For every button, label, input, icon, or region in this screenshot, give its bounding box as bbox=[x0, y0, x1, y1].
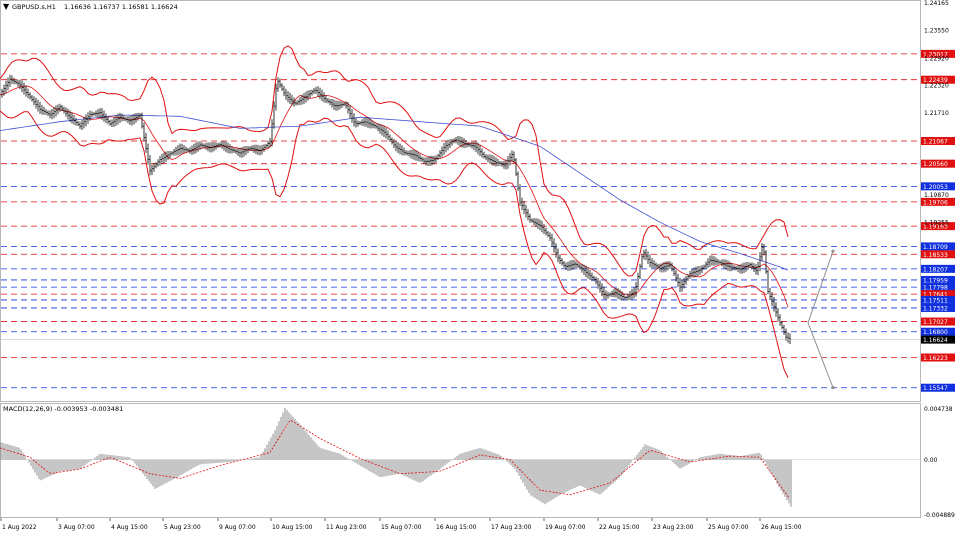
level-price-tag bbox=[921, 317, 955, 326]
y-tick-label: 1.22920 bbox=[924, 56, 949, 63]
x-tick-label: 4 Aug 15:00 bbox=[111, 524, 148, 531]
projection-arrow bbox=[807, 322, 834, 388]
x-tick-label: 5 Aug 23:00 bbox=[164, 524, 201, 531]
macd-pane[interactable] bbox=[0, 403, 921, 518]
level-price-label: 1.21067 bbox=[923, 139, 948, 146]
projection-arrow bbox=[807, 251, 834, 323]
x-tick-label: 26 Aug 15:00 bbox=[761, 524, 802, 531]
x-tick-label: 25 Aug 07:00 bbox=[708, 524, 749, 531]
price-series bbox=[1, 74, 791, 345]
moving-average bbox=[0, 114, 789, 271]
level-price-tag bbox=[921, 197, 955, 206]
band-lower bbox=[0, 110, 789, 378]
level-price-label: 1.15547 bbox=[923, 385, 948, 392]
level-price-label: 1.17798 bbox=[923, 285, 948, 292]
band-upper bbox=[0, 45, 789, 277]
x-tick-label: 23 Aug 23:00 bbox=[653, 524, 694, 531]
macd-tick-label: -0.004889 bbox=[924, 512, 955, 519]
price-pane[interactable] bbox=[0, 0, 921, 402]
projection-arrow-head bbox=[831, 385, 835, 390]
level-price-label: 1.16223 bbox=[923, 355, 948, 362]
chart-header-symbol-icon: ▼ bbox=[3, 2, 10, 11]
x-tick-label: 1 Aug 2022 bbox=[2, 524, 37, 531]
macd-signal-line bbox=[0, 419, 790, 499]
level-price-label: 1.19163 bbox=[923, 224, 948, 231]
macd-header: MACD(12,26,9) -0.003953 -0.003481 bbox=[3, 405, 123, 413]
x-tick-label: 10 Aug 15:00 bbox=[272, 524, 313, 531]
level-price-tag bbox=[921, 353, 955, 362]
x-tick-label: 3 Aug 07:00 bbox=[58, 524, 95, 531]
y-tick-label: 1.19255 bbox=[924, 220, 949, 227]
level-price-tag bbox=[921, 383, 955, 392]
level-price-tag bbox=[921, 159, 955, 168]
level-price-label: 1.23017 bbox=[923, 51, 948, 58]
macd-series bbox=[0, 407, 920, 507]
y-tick-label: 1.22320 bbox=[924, 83, 949, 90]
chart-header-ohlc: 1.16636 1.16737 1.16581 1.16624 bbox=[64, 3, 178, 11]
level-price-label: 1.17641 bbox=[923, 292, 948, 299]
level-price-tag bbox=[921, 182, 955, 191]
x-tick-label: 16 Aug 15:00 bbox=[436, 524, 477, 531]
y-tick-label: 1.23550 bbox=[924, 28, 949, 35]
x-tick-label: 9 Aug 07:00 bbox=[219, 524, 256, 531]
level-price-tag bbox=[921, 283, 955, 292]
y-tick-label: 1.24165 bbox=[924, 0, 949, 7]
projection-arrow-head bbox=[831, 249, 835, 253]
level-price-tag bbox=[921, 137, 955, 146]
level-price-tag bbox=[921, 250, 955, 259]
level-price-tag bbox=[921, 49, 955, 58]
level-price-tag bbox=[921, 327, 955, 336]
level-price-tag bbox=[921, 290, 955, 299]
level-price-tag bbox=[921, 275, 955, 284]
level-price-label: 1.16800 bbox=[923, 329, 948, 336]
level-price-label: 1.18207 bbox=[923, 266, 948, 273]
x-tick-label: 17 Aug 23:00 bbox=[491, 524, 532, 531]
level-price-label: 1.17332 bbox=[923, 305, 948, 312]
y-tick-label: 1.19870 bbox=[924, 192, 949, 199]
band-middle bbox=[0, 85, 789, 308]
level-price-label: 1.17511 bbox=[923, 297, 948, 304]
y-tick-label: 1.21710 bbox=[924, 110, 949, 117]
level-price-label: 1.18709 bbox=[923, 244, 948, 251]
macd-tick-label: 0.00 bbox=[924, 457, 938, 464]
x-tick-label: 22 Aug 15:00 bbox=[599, 524, 640, 531]
level-price-label: 1.17959 bbox=[923, 277, 948, 284]
chart-header-symbol: GBPUSD.s,H1 bbox=[12, 3, 56, 11]
x-tick-label: 19 Aug 07:00 bbox=[545, 524, 586, 531]
level-price-tag bbox=[921, 303, 955, 312]
level-price-tag bbox=[921, 222, 955, 231]
x-tick-label: 15 Aug 07:00 bbox=[381, 524, 422, 531]
bollinger-bands bbox=[0, 45, 789, 378]
projection-arrows bbox=[807, 249, 835, 390]
level-price-tag bbox=[921, 75, 955, 84]
last-price-label: 1.16624 bbox=[923, 337, 948, 344]
level-price-tag bbox=[921, 242, 955, 251]
last-price-tag bbox=[921, 335, 955, 344]
level-price-label: 1.18533 bbox=[923, 252, 948, 259]
level-price-label: 1.17027 bbox=[923, 319, 948, 326]
level-price-tag bbox=[921, 295, 955, 304]
x-tick-label: 11 Aug 23:00 bbox=[326, 524, 367, 531]
level-price-label: 1.20053 bbox=[923, 184, 948, 191]
level-price-tag bbox=[921, 264, 955, 273]
macd-tick-label: 0.004738 bbox=[924, 406, 953, 413]
level-price-label: 1.20560 bbox=[923, 161, 948, 168]
level-price-label: 1.22439 bbox=[923, 77, 948, 84]
horizontal-levels: 1.23017 1.22439 1.21067 1.20560 1.20053 1.197… bbox=[1, 49, 955, 392]
level-price-label: 1.19706 bbox=[923, 199, 948, 206]
